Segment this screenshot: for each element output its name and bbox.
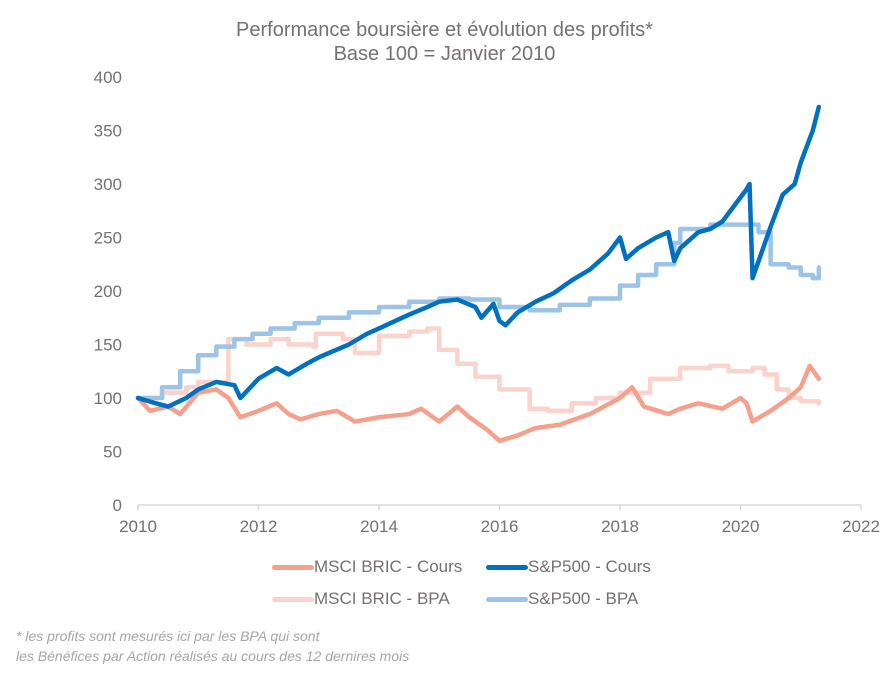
- y-tick-label: 50: [103, 443, 122, 462]
- y-tick-label: 350: [94, 122, 122, 141]
- series-line-s-p500-cours: [135, 104, 822, 409]
- y-tick-label: 300: [94, 175, 122, 194]
- x-tick-label: 2010: [119, 517, 157, 536]
- footnote-line1: * les profits sont mesurés ici par les B…: [16, 628, 320, 644]
- legend-swatch: [486, 596, 528, 602]
- x-tick-label: 2014: [360, 517, 398, 536]
- series-line-msci-bric-cours: [135, 363, 822, 444]
- legend-label: MSCI BRIC - BPA: [314, 589, 450, 608]
- y-tick-label: 100: [94, 389, 122, 408]
- series-line-msci-bric-bpa: [135, 326, 822, 414]
- footnote: * les profits sont mesurés ici par les B…: [16, 626, 409, 666]
- legend-swatch: [272, 596, 314, 602]
- footnote-line2: les Bénéfices par Action réalisés au cou…: [16, 648, 410, 664]
- legend-item-sp500-bpa: S&P500 - BPA: [486, 589, 638, 609]
- legend-item-msci-bric-cours: MSCI BRIC - Cours: [272, 557, 462, 577]
- legend-label: S&P500 - BPA: [528, 589, 639, 608]
- y-tick-label: 150: [94, 336, 122, 355]
- chart-title-line2: Base 100 = Janvier 2010: [333, 43, 556, 65]
- chart-title-line1: Performance boursière et évolution des p…: [236, 19, 653, 41]
- y-tick-label: 0: [113, 496, 122, 515]
- x-axis: 2010 2012 2014 2016 2018 2020 2022: [119, 505, 880, 536]
- legend-swatch: [272, 564, 314, 570]
- x-tick-label: 2018: [601, 517, 639, 536]
- chart-title: Performance boursière et évolution des p…: [0, 18, 889, 66]
- legend-item-msci-bric-bpa: MSCI BRIC - BPA: [272, 589, 450, 609]
- legend-swatch: [486, 564, 528, 570]
- x-tick-label: 2012: [240, 517, 278, 536]
- series-line-s-p500-bpa: [135, 222, 822, 401]
- y-tick-label: 400: [94, 68, 122, 87]
- x-tick-label: 2022: [842, 517, 880, 536]
- legend-label: S&P500 - Cours: [528, 557, 651, 576]
- y-tick-label: 250: [94, 229, 122, 248]
- legend-label: MSCI BRIC - Cours: [314, 557, 463, 576]
- legend-item-sp500-cours: S&P500 - Cours: [486, 557, 651, 577]
- series-group: [135, 104, 822, 444]
- y-axis: 0 50 100 150 200 250 300 350 400: [94, 68, 122, 515]
- x-tick-label: 2020: [722, 517, 760, 536]
- y-tick-label: 200: [94, 282, 122, 301]
- x-tick-label: 2016: [481, 517, 519, 536]
